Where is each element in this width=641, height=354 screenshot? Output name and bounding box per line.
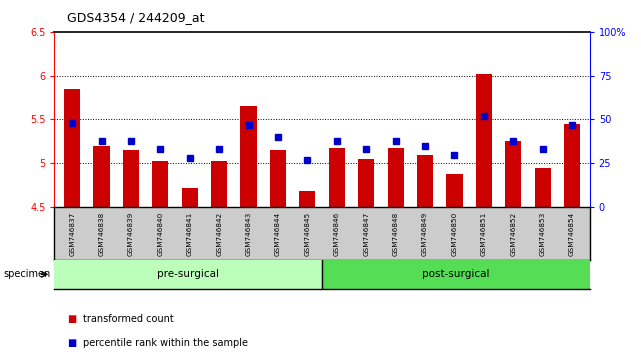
Text: GSM746847: GSM746847 <box>363 211 369 256</box>
Text: GSM746850: GSM746850 <box>451 211 458 256</box>
Text: ■: ■ <box>67 338 76 348</box>
Text: transformed count: transformed count <box>83 314 174 324</box>
Bar <box>417 155 433 207</box>
Bar <box>535 168 551 207</box>
Text: specimen: specimen <box>3 269 51 279</box>
Bar <box>329 148 345 207</box>
Text: GSM746837: GSM746837 <box>69 211 75 256</box>
Text: GSM746851: GSM746851 <box>481 211 487 256</box>
Bar <box>153 161 169 207</box>
Bar <box>123 150 139 207</box>
Text: GSM746843: GSM746843 <box>246 211 251 256</box>
Text: GSM746842: GSM746842 <box>216 211 222 256</box>
Text: post-surgical: post-surgical <box>422 269 490 279</box>
Bar <box>476 74 492 207</box>
Text: GSM746844: GSM746844 <box>275 211 281 256</box>
Bar <box>64 89 80 207</box>
Bar <box>299 191 315 207</box>
Text: GDS4354 / 244209_at: GDS4354 / 244209_at <box>67 11 205 24</box>
Bar <box>322 260 590 289</box>
Text: GSM746854: GSM746854 <box>569 211 575 256</box>
Bar <box>270 150 286 207</box>
Text: GSM746845: GSM746845 <box>304 211 310 256</box>
Text: GSM746840: GSM746840 <box>157 211 163 256</box>
Bar <box>94 146 110 207</box>
Text: percentile rank within the sample: percentile rank within the sample <box>83 338 248 348</box>
Text: GSM746849: GSM746849 <box>422 211 428 256</box>
Text: GSM746841: GSM746841 <box>187 211 193 256</box>
Text: ■: ■ <box>67 314 76 324</box>
Bar <box>240 106 256 207</box>
Text: pre-surgical: pre-surgical <box>157 269 219 279</box>
Bar <box>446 174 463 207</box>
Bar <box>181 188 198 207</box>
Text: GSM746838: GSM746838 <box>99 211 104 256</box>
Bar <box>358 159 374 207</box>
Bar <box>564 124 580 207</box>
Bar <box>388 148 404 207</box>
Text: GSM746846: GSM746846 <box>334 211 340 256</box>
Text: GSM746848: GSM746848 <box>393 211 399 256</box>
Text: GSM746853: GSM746853 <box>540 211 545 256</box>
Text: GSM746852: GSM746852 <box>510 211 516 256</box>
Bar <box>211 161 228 207</box>
Bar <box>54 260 322 289</box>
Text: GSM746839: GSM746839 <box>128 211 134 256</box>
Bar <box>505 141 521 207</box>
